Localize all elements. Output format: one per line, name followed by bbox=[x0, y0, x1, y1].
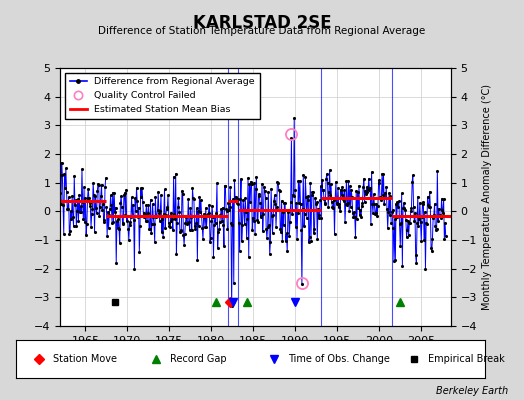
Text: Difference of Station Temperature Data from Regional Average: Difference of Station Temperature Data f… bbox=[99, 26, 425, 36]
Text: Empirical Break: Empirical Break bbox=[429, 354, 505, 364]
Text: Time of Obs. Change: Time of Obs. Change bbox=[288, 354, 390, 364]
Text: KARLSTAD 2SE: KARLSTAD 2SE bbox=[193, 14, 331, 32]
Y-axis label: Monthly Temperature Anomaly Difference (°C): Monthly Temperature Anomaly Difference (… bbox=[483, 84, 493, 310]
Legend: Difference from Regional Average, Quality Control Failed, Estimated Station Mean: Difference from Regional Average, Qualit… bbox=[65, 73, 259, 119]
Text: Station Move: Station Move bbox=[53, 354, 117, 364]
Text: Record Gap: Record Gap bbox=[170, 354, 227, 364]
Text: Berkeley Earth: Berkeley Earth bbox=[436, 386, 508, 396]
